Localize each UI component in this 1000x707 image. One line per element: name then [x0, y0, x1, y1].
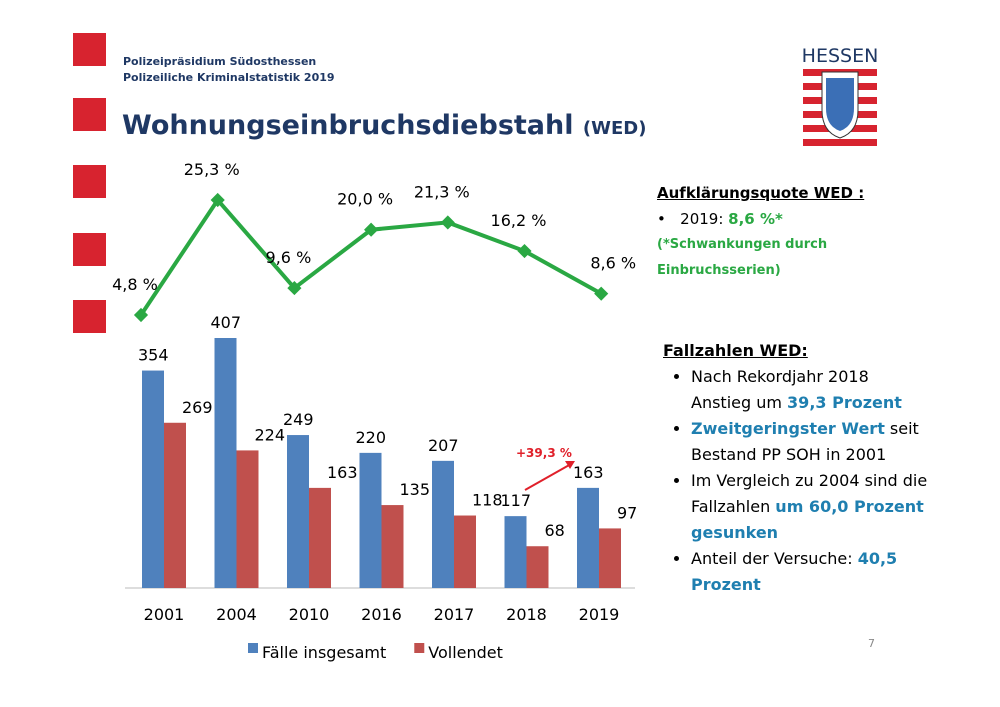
data-label: 4,8 % [112, 275, 158, 294]
bar [599, 528, 621, 588]
x-tick-label: 2019 [579, 605, 620, 624]
marker [287, 281, 302, 296]
bullet: Nach Rekordjahr 2018 Anstieg um 39,3 Pro… [691, 364, 933, 416]
data-label: 224 [255, 425, 286, 444]
marker [594, 286, 609, 301]
data-label: 8,6 % [590, 254, 636, 273]
rate-note: (*Schwankungen durch Einbruchsserien) [657, 237, 828, 278]
data-label: 249 [283, 410, 314, 429]
legend-swatch [414, 643, 425, 653]
bullet-text: seit Bestand PP SOH in 2001 [691, 419, 919, 464]
decor [73, 165, 106, 198]
data-label: 135 [400, 480, 431, 499]
bar [381, 505, 404, 588]
data-label: 220 [356, 428, 387, 447]
bar [359, 452, 382, 588]
x-tick-label: 2010 [289, 605, 330, 624]
rate-value: 8,6 %* [728, 210, 783, 228]
decor [73, 98, 106, 131]
data-label: 163 [573, 463, 604, 482]
bullet: Zweitgeringster Wert seit Bestand PP SOH… [691, 416, 933, 468]
marker [210, 192, 225, 208]
data-label: 407 [211, 313, 242, 332]
bar [309, 487, 331, 588]
bullet-text: 40,5 Prozent [691, 549, 898, 594]
marker [517, 243, 532, 259]
cases-title: Fallzahlen WED: [663, 341, 808, 360]
x-tick-label: 2001 [144, 605, 185, 624]
title-text: Wohnungseinbruchsdiebstahl [122, 110, 574, 141]
data-label: 354 [138, 346, 169, 365]
data-label: 117 [501, 491, 532, 510]
bar [214, 338, 237, 588]
bar [504, 516, 527, 588]
rate-title: Aufklärungsquote WED : [657, 184, 865, 202]
bar [526, 546, 549, 588]
bullet-text: Zweitgeringster Wert [691, 419, 885, 438]
bar [287, 435, 309, 588]
bullet-text: um 60,0 Prozent gesunken [691, 497, 924, 542]
data-label: 269 [182, 398, 213, 417]
bar [236, 450, 259, 588]
org: Polizeipräsidium Südosthessen [123, 55, 317, 68]
annotation: +39,3 % [516, 446, 572, 460]
page-number: 7 [868, 637, 875, 650]
bar [454, 515, 476, 588]
bar [432, 460, 454, 588]
x-tick-label: 2017 [434, 605, 475, 624]
data-label: 118 [472, 491, 503, 510]
bullets: Nach Rekordjahr 2018 Anstieg um 39,3 Pro… [663, 364, 933, 598]
rate-year: 2019: [680, 210, 724, 228]
marker [364, 222, 379, 237]
marker [440, 215, 455, 230]
data-label: 97 [617, 503, 637, 522]
decor [73, 233, 106, 266]
subtitle: Polizeiliche Kriminalstatistik 2019 [123, 71, 335, 84]
decor [73, 300, 106, 333]
rate-line: • 2019: 8,6 %* [657, 210, 783, 228]
data-label: 9,6 % [266, 248, 312, 267]
legend-swatch [248, 643, 258, 653]
data-label: 20,0 % [337, 190, 393, 209]
title: Wohnungseinbruchsdiebstahl (WED) [122, 110, 646, 141]
logo-text: HESSEN [802, 45, 879, 67]
x-tick-label: 2004 [216, 605, 257, 624]
decor [73, 33, 106, 66]
logo: HESSEN [802, 45, 879, 146]
cases-box: Fallzahlen WED: Nach Rekordjahr 2018 Ans… [663, 338, 933, 598]
annotation-arrow [524, 463, 572, 491]
bullet-text: 39,3 Prozent [787, 393, 902, 412]
data-label: 16,2 % [491, 211, 547, 230]
x-tick-label: 2016 [361, 605, 402, 624]
data-label: 25,3 % [184, 160, 240, 179]
bullet-text: Im Vergleich zu 2004 sind die Fallzahlen [691, 471, 928, 516]
bar [142, 370, 164, 588]
legend-label: Fälle insgesamt [262, 643, 386, 662]
title-suffix: (WED) [582, 118, 647, 139]
bullet: Anteil der Versuche: 40,5 Prozent [691, 546, 933, 598]
bar [577, 487, 599, 588]
marker [133, 307, 149, 323]
bullet: Im Vergleich zu 2004 sind die Fallzahlen… [691, 468, 933, 546]
bar [164, 422, 186, 588]
x-tick-label: 2018 [506, 605, 547, 624]
data-label: 21,3 % [414, 182, 470, 201]
arrow-head [565, 461, 575, 469]
legend-label: Vollendet [428, 643, 503, 662]
bullet-text: Nach Rekordjahr 2018 Anstieg um [691, 367, 869, 412]
data-label: 163 [327, 463, 358, 482]
rate-box: Aufklärungsquote WED : • 2019: 8,6 %* (*… [657, 180, 864, 284]
data-label: 68 [545, 521, 565, 540]
data-label: 207 [428, 436, 459, 455]
bullet-text: Anteil der Versuche: [691, 549, 858, 568]
